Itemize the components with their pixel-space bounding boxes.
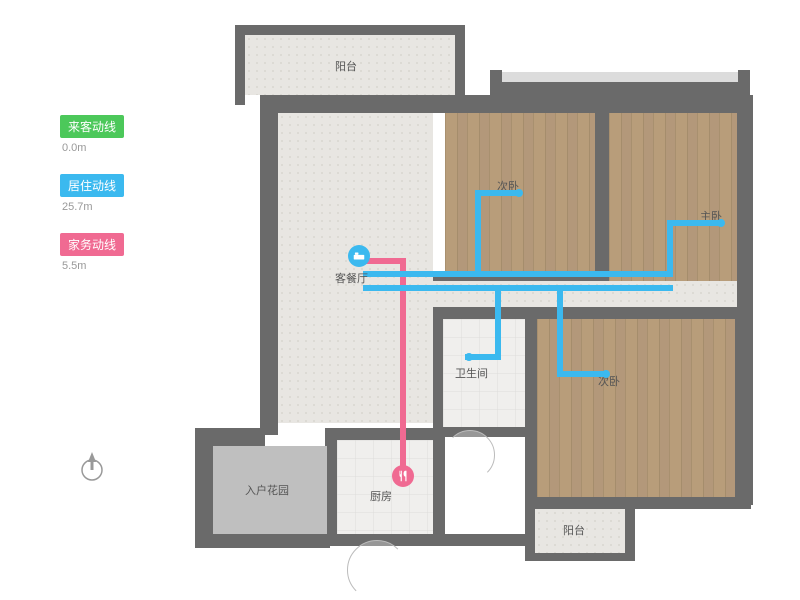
label-balcony-top: 阳台 [335, 58, 357, 74]
legend-label-chore: 家务动线 [60, 233, 124, 256]
wall [195, 428, 213, 548]
wall [195, 534, 330, 548]
wall [525, 553, 635, 561]
wall [525, 497, 751, 509]
compass-icon [78, 448, 106, 482]
legend-value-living: 25.7m [60, 201, 124, 213]
living-path [495, 285, 501, 360]
wall [455, 25, 465, 105]
wall [235, 25, 465, 35]
legend-value-chore: 5.5m [60, 260, 124, 272]
label-kitchen: 厨房 [370, 488, 392, 504]
label-bathroom: 卫生间 [455, 365, 488, 381]
wall [260, 95, 278, 435]
living-path [557, 371, 607, 377]
legend-item-living: 居住动线 25.7m [60, 174, 124, 213]
wall [195, 428, 265, 446]
legend-value-guest: 0.0m [60, 142, 124, 154]
legend-item-chore: 家务动线 5.5m [60, 233, 124, 272]
living-marker-icon [348, 245, 370, 267]
wall [525, 307, 537, 507]
legend-item-guest: 来客动线 0.0m [60, 115, 124, 154]
wall [738, 70, 750, 100]
wall [433, 437, 445, 540]
wall [235, 25, 245, 105]
chore-path [400, 258, 406, 478]
path-node [465, 353, 473, 361]
room-secondary-bedroom-2 [537, 319, 735, 497]
room-kitchen [337, 440, 437, 534]
living-path [363, 285, 673, 291]
kitchen-marker-icon [392, 465, 414, 487]
wall [433, 307, 751, 319]
wall [325, 534, 525, 546]
legend-label-guest: 来客动线 [60, 115, 124, 138]
wall [490, 70, 502, 100]
chore-path [365, 258, 406, 264]
path-node [717, 219, 725, 227]
legend: 来客动线 0.0m 居住动线 25.7m 家务动线 5.5m [60, 115, 124, 292]
living-path [363, 271, 673, 277]
window-top [502, 72, 738, 82]
label-living-dining: 客餐厅 [335, 270, 368, 286]
wall [490, 80, 750, 100]
wall [433, 307, 443, 432]
door-arc [445, 430, 495, 480]
living-path [557, 285, 563, 377]
label-balcony-bottom: 阳台 [563, 522, 585, 538]
living-path [475, 190, 481, 277]
wall [735, 95, 753, 505]
legend-label-living: 居住动线 [60, 174, 124, 197]
living-path [475, 190, 520, 196]
floorplan: 阳台 次卧 主卧 卫生间 次卧 阳台 厨房 入户花园 [195, 10, 765, 580]
wall [595, 100, 609, 275]
path-node [515, 189, 523, 197]
path-node [602, 370, 610, 378]
room-living-dining [278, 113, 433, 423]
living-path [667, 220, 673, 277]
wall [325, 428, 443, 440]
door-arc [347, 540, 407, 600]
living-path [667, 220, 722, 226]
label-entry-garden: 入户花园 [245, 482, 289, 498]
